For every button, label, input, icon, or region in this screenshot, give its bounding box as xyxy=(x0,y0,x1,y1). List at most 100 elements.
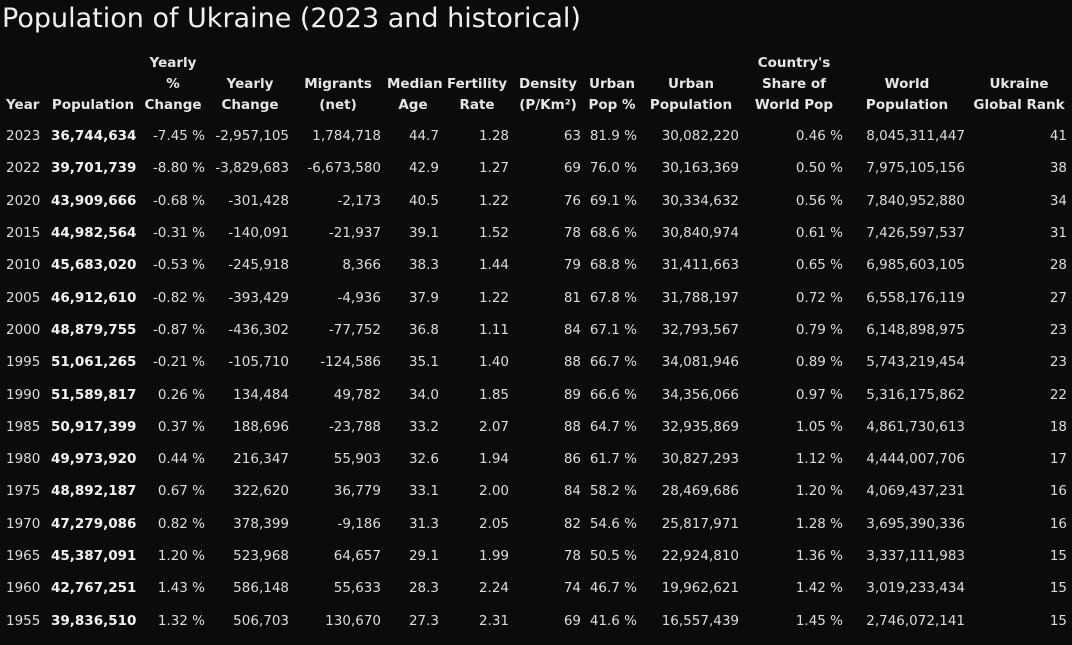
cell-migrants: -124,586 xyxy=(320,354,381,371)
cell-density: 88 xyxy=(563,354,581,371)
column-header-urban-pop-percent[interactable]: Urban Pop % xyxy=(588,76,636,113)
cell-world-population: 6,558,176,119 xyxy=(866,289,965,306)
cell-urban-pop-percent: 61.7 % xyxy=(589,451,637,468)
column-header-migrants[interactable]: Migrants (net) xyxy=(304,76,372,113)
cell-population: 43,909,666 xyxy=(51,192,137,209)
column-header-world-population[interactable]: World Population xyxy=(865,76,949,113)
cell-density: 89 xyxy=(563,386,581,403)
cell-global-rank: 23 xyxy=(1049,321,1067,338)
cell-urban-population: 34,081,946 xyxy=(661,354,739,371)
cell-density: 69 xyxy=(563,612,581,629)
cell-world-population: 3,695,390,336 xyxy=(866,515,965,532)
cell-world-population: 4,861,730,613 xyxy=(866,418,965,435)
cell-density: 86 xyxy=(563,451,581,468)
cell-world-population: 6,148,898,975 xyxy=(866,321,965,338)
column-header-density[interactable]: Density (P/Km²) xyxy=(519,76,577,113)
page-title: Population of Ukraine (2023 and historic… xyxy=(2,3,581,34)
cell-yearly-change: 216,347 xyxy=(233,451,289,468)
cell-year: 1985 xyxy=(6,418,41,435)
cell-density: 74 xyxy=(563,580,581,597)
cell-urban-population: 32,793,567 xyxy=(661,321,739,338)
cell-density: 82 xyxy=(563,515,581,532)
column-header-world-share[interactable]: Country's Share of World Pop xyxy=(754,55,834,113)
table-row: 2023 36,744,634 -7.45 % -2,957,105 1,784,718… xyxy=(2,120,1070,152)
cell-world-share: 0.56 % xyxy=(795,192,843,209)
cell-median-age: 28.3 xyxy=(408,580,439,597)
cell-urban-population: 31,788,197 xyxy=(661,289,739,306)
cell-fertility-rate: 1.52 xyxy=(478,225,509,242)
column-header-median-age[interactable]: Median Age xyxy=(387,76,443,113)
cell-yearly-percent-change: 0.67 % xyxy=(157,483,205,500)
column-header-global-rank[interactable]: Ukraine Global Rank xyxy=(973,76,1065,113)
cell-fertility-rate: 1.27 xyxy=(478,160,509,177)
cell-urban-pop-percent: 69.1 % xyxy=(589,192,637,209)
cell-population: 39,701,739 xyxy=(51,160,137,177)
cell-migrants: -6,673,580 xyxy=(307,160,381,177)
cell-migrants: -9,186 xyxy=(337,515,381,532)
column-header-fertility-rate[interactable]: Fertility Rate xyxy=(446,76,508,113)
column-header-urban-population[interactable]: Urban Population xyxy=(649,76,733,113)
cell-global-rank: 34 xyxy=(1049,192,1067,209)
table-row: 2010 45,683,020 -0.53 % -245,918 8,366 38.3 1.… xyxy=(2,249,1070,281)
cell-fertility-rate: 1.99 xyxy=(478,548,509,564)
cell-global-rank: 15 xyxy=(1049,612,1067,629)
population-table: Year Population Yearly % Change Yearly C… xyxy=(2,52,1070,637)
cell-yearly-percent-change: -8.80 % xyxy=(152,160,205,177)
cell-density: 78 xyxy=(563,225,581,242)
cell-world-share: 0.61 % xyxy=(795,225,843,242)
cell-fertility-rate: 1.85 xyxy=(478,386,509,403)
cell-median-age: 36.8 xyxy=(408,321,439,338)
cell-world-share: 1.36 % xyxy=(795,548,843,564)
table-row: 1980 49,973,920 0.44 % 216,347 55,903 32.6 1.9… xyxy=(2,443,1070,475)
cell-urban-population: 19,962,621 xyxy=(661,580,739,597)
cell-urban-pop-percent: 67.1 % xyxy=(589,321,637,338)
cell-urban-pop-percent: 58.2 % xyxy=(589,483,637,500)
cell-world-population: 7,840,952,880 xyxy=(866,192,965,209)
cell-urban-pop-percent: 54.6 % xyxy=(589,515,637,532)
cell-yearly-change: -301,428 xyxy=(228,192,289,209)
cell-global-rank: 28 xyxy=(1049,257,1067,274)
cell-fertility-rate: 1.44 xyxy=(478,257,509,274)
cell-urban-pop-percent: 68.6 % xyxy=(589,225,637,242)
cell-urban-population: 30,840,974 xyxy=(661,225,739,242)
table-row: 1965 45,387,091 1.20 % 523,968 64,657 29.1 1.9… xyxy=(2,540,1070,572)
cell-yearly-change: -2,957,105 xyxy=(215,128,289,145)
column-header-population[interactable]: Population xyxy=(51,97,135,113)
cell-yearly-percent-change: -0.82 % xyxy=(152,289,205,306)
cell-yearly-change: -3,829,683 xyxy=(215,160,289,177)
cell-world-share: 1.28 % xyxy=(795,515,843,532)
cell-global-rank: 18 xyxy=(1049,418,1067,435)
cell-world-population: 5,743,219,454 xyxy=(866,354,965,371)
cell-urban-population: 31,411,663 xyxy=(661,257,739,274)
table-header-row: Year Population Yearly % Change Yearly C… xyxy=(2,52,1070,120)
cell-yearly-percent-change: 0.26 % xyxy=(157,386,205,403)
cell-year: 1955 xyxy=(6,612,41,629)
cell-year: 1995 xyxy=(6,354,41,371)
cell-fertility-rate: 1.11 xyxy=(478,321,509,338)
cell-year: 2010 xyxy=(6,257,41,274)
cell-year: 2022 xyxy=(6,160,41,177)
cell-urban-pop-percent: 64.7 % xyxy=(589,418,637,435)
cell-urban-pop-percent: 46.7 % xyxy=(589,580,637,597)
cell-yearly-percent-change: -0.21 % xyxy=(152,354,205,371)
column-header-yearly-change[interactable]: Yearly Change xyxy=(221,76,279,113)
cell-yearly-percent-change: 1.20 % xyxy=(157,548,205,564)
table-row: 1995 51,061,265 -0.21 % -105,710 -124,586 35.… xyxy=(2,346,1070,378)
cell-yearly-change: 586,148 xyxy=(233,580,289,597)
cell-urban-population: 32,935,869 xyxy=(661,418,739,435)
cell-year: 2023 xyxy=(6,128,41,145)
column-header-year[interactable]: Year xyxy=(6,97,40,113)
column-header-yearly-percent-change[interactable]: Yearly % Change xyxy=(144,55,202,113)
cell-urban-population: 25,817,971 xyxy=(661,515,739,532)
cell-world-population: 8,045,311,447 xyxy=(866,128,965,145)
cell-year: 2005 xyxy=(6,289,41,306)
cell-year: 2020 xyxy=(6,192,41,209)
cell-urban-population: 30,334,632 xyxy=(661,192,739,209)
cell-median-age: 42.9 xyxy=(408,160,439,177)
cell-density: 84 xyxy=(563,321,581,338)
cell-global-rank: 15 xyxy=(1049,548,1067,564)
cell-global-rank: 31 xyxy=(1049,225,1067,242)
cell-migrants: -2,173 xyxy=(337,192,381,209)
table-row: 1975 48,892,187 0.67 % 322,620 36,779 33.1 2.0… xyxy=(2,475,1070,507)
table-row: 1970 47,279,086 0.82 % 378,399 -9,186 31.3 2.0… xyxy=(2,508,1070,540)
